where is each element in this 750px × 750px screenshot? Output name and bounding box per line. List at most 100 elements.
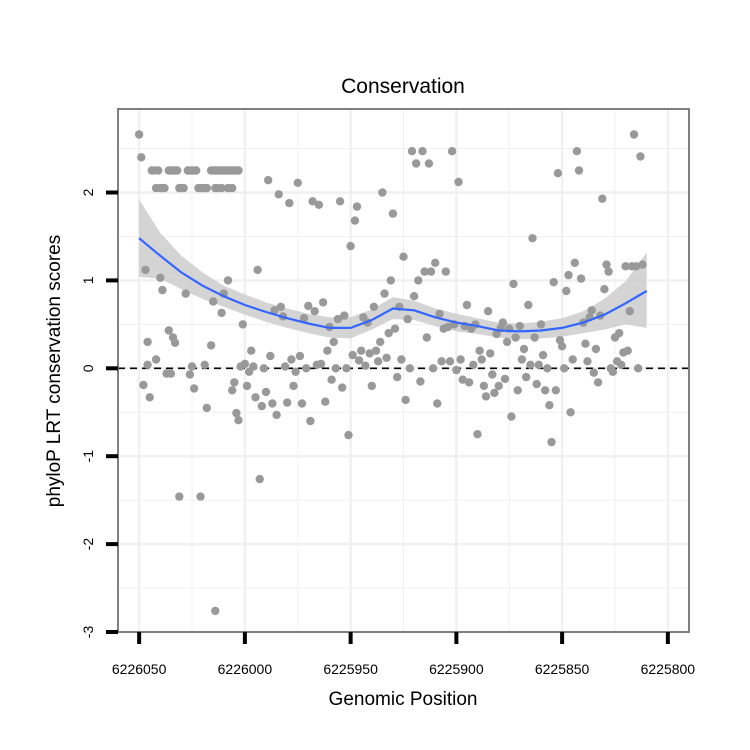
data-point	[433, 399, 442, 408]
data-point	[316, 359, 326, 369]
loess-fit-line	[138, 237, 648, 333]
data-point	[293, 178, 302, 187]
data-point	[160, 183, 169, 193]
data-point	[636, 152, 645, 161]
data-point	[617, 360, 626, 369]
data-point	[511, 333, 520, 342]
data-point	[526, 360, 535, 369]
y-tick-label: -1	[80, 450, 96, 463]
data-point	[240, 359, 250, 369]
data-point	[158, 285, 167, 295]
y-tick-label: 1	[80, 276, 96, 284]
data-point	[228, 386, 237, 395]
data-point	[583, 357, 592, 366]
data-point	[249, 362, 258, 371]
data-point	[428, 364, 438, 373]
data-point	[242, 381, 252, 391]
data-point	[185, 370, 195, 379]
data-point	[464, 378, 474, 387]
data-point	[589, 368, 598, 377]
data-point	[447, 147, 457, 156]
data-point	[401, 395, 410, 405]
data-point	[297, 399, 307, 408]
data-point	[141, 265, 150, 275]
data-point	[488, 370, 497, 379]
data-point	[426, 267, 436, 276]
data-point	[418, 147, 427, 156]
data-point	[187, 362, 197, 371]
data-point	[517, 355, 527, 364]
data-point	[568, 355, 577, 364]
data-point	[179, 183, 188, 193]
data-point	[192, 166, 201, 175]
data-point	[331, 364, 340, 373]
data-point	[445, 357, 455, 366]
data-point	[513, 386, 522, 395]
data-point	[382, 353, 391, 362]
data-point	[405, 364, 414, 373]
data-point	[365, 349, 374, 358]
data-point	[456, 355, 465, 364]
data-point	[344, 430, 353, 440]
data-point	[314, 200, 324, 209]
data-point	[530, 333, 539, 342]
data-point	[280, 362, 290, 371]
data-point	[228, 183, 237, 193]
data-point	[304, 301, 313, 311]
data-point	[373, 357, 383, 366]
data-point	[443, 322, 453, 332]
data-point	[170, 338, 180, 347]
data-point	[151, 355, 161, 364]
data-point	[378, 188, 387, 197]
data-point	[604, 267, 613, 276]
data-point	[357, 346, 366, 355]
data-point	[384, 328, 393, 338]
data-point	[253, 265, 262, 275]
y-axis: -3 -2 -1 0 1 2	[80, 188, 118, 638]
data-point	[380, 289, 389, 298]
data-point	[217, 308, 226, 318]
data-point	[333, 314, 343, 324]
data-point	[570, 258, 579, 267]
data-point	[291, 367, 300, 376]
data-point	[538, 350, 548, 360]
data-point	[289, 381, 298, 391]
data-point	[251, 393, 260, 402]
chart-title: Conservation	[341, 75, 465, 98]
data-point	[462, 300, 472, 310]
data-point	[424, 159, 434, 168]
data-point	[388, 209, 398, 218]
data-point	[409, 292, 419, 301]
data-point	[361, 361, 370, 370]
data-point	[299, 314, 309, 323]
panel-border	[117, 108, 690, 633]
data-point	[560, 364, 569, 373]
data-point	[477, 355, 486, 364]
data-point	[492, 329, 501, 339]
data-point	[502, 337, 512, 347]
data-point	[469, 360, 478, 369]
data-point	[591, 344, 601, 354]
data-point	[435, 309, 444, 318]
data-point	[156, 273, 165, 282]
data-point	[479, 381, 489, 391]
data-point	[486, 349, 495, 358]
data-point	[422, 333, 431, 342]
data-point	[399, 252, 408, 261]
data-point	[255, 474, 264, 484]
data-point	[543, 364, 552, 373]
scatter-points	[134, 130, 647, 616]
data-point	[232, 408, 241, 418]
data-point	[196, 492, 205, 501]
data-point	[348, 350, 357, 360]
data-point	[498, 318, 508, 327]
data-point	[230, 378, 239, 387]
data-point	[145, 393, 154, 402]
data-point	[247, 346, 256, 355]
data-point	[310, 307, 319, 316]
data-point	[306, 416, 315, 426]
data-point	[268, 399, 277, 408]
data-point	[371, 346, 381, 355]
data-point	[576, 274, 586, 283]
data-point	[143, 337, 152, 347]
